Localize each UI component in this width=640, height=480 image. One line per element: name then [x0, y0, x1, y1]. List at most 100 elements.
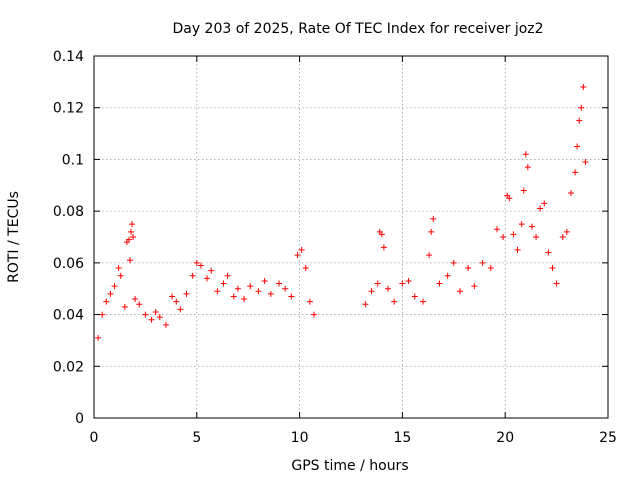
data-point: [520, 187, 527, 194]
data-point: [173, 298, 180, 305]
data-point: [368, 288, 375, 295]
data-point: [117, 272, 124, 279]
data-point: [500, 234, 507, 240]
y-tick-label: 0.1: [62, 152, 84, 168]
data-point: [537, 205, 544, 212]
y-tick-label: 0.02: [53, 359, 84, 375]
x-tick-labels: 0 5 10 15 20 25: [90, 430, 617, 446]
y-axis-label: ROTI / TECUs: [6, 191, 22, 283]
chart-title: Day 203 of 2025, Rate Of TEC Index for r…: [172, 21, 543, 37]
data-point: [430, 215, 437, 222]
data-point: [493, 226, 500, 233]
axis-ticks: [93, 55, 609, 419]
data-point: [247, 283, 254, 290]
data-point: [152, 308, 159, 315]
data-point: [567, 190, 574, 197]
data-point: [162, 321, 169, 328]
data-point: [208, 267, 215, 274]
data-point: [426, 252, 433, 259]
x-tick-label: 20: [496, 430, 514, 446]
data-point: [183, 290, 190, 297]
plot-area: [93, 55, 609, 419]
data-point: [465, 265, 472, 272]
data-point: [214, 288, 221, 295]
data-point: [528, 223, 535, 230]
data-point: [522, 151, 529, 158]
data-point: [428, 228, 435, 235]
data-point: [385, 285, 392, 292]
x-tick-label: 10: [291, 430, 309, 446]
data-point: [533, 234, 540, 240]
data-point: [456, 288, 463, 295]
data-point: [95, 334, 102, 341]
data-point: [177, 306, 184, 313]
data-point: [405, 277, 412, 284]
grid-lines: [94, 56, 608, 418]
data-point: [514, 246, 521, 253]
data-point: [125, 236, 132, 243]
data-point: [310, 311, 317, 318]
data-point: [444, 272, 451, 279]
data-point: [380, 244, 387, 251]
y-tick-label: 0.08: [53, 204, 84, 220]
data-point: [541, 200, 548, 207]
data-point: [241, 296, 248, 303]
data-point: [267, 290, 274, 297]
data-point: [518, 221, 525, 228]
data-point: [115, 265, 122, 272]
data-point: [294, 252, 301, 259]
data-point: [450, 259, 457, 266]
data-point: [362, 301, 369, 308]
data-point: [524, 164, 531, 171]
data-point: [391, 298, 398, 305]
y-tick-label: 0.06: [53, 256, 84, 272]
data-point: [572, 169, 579, 176]
x-tick-label: 15: [393, 430, 411, 446]
data-point: [129, 221, 136, 228]
data-point: [121, 303, 128, 310]
data-point: [111, 283, 118, 290]
data-point: [479, 259, 486, 266]
data-point: [471, 283, 478, 290]
y-tick-label: 0.14: [53, 49, 84, 65]
data-point: [136, 301, 143, 308]
data-point: [103, 298, 110, 305]
data-point: [306, 298, 313, 305]
data-point: [128, 228, 135, 235]
data-point: [282, 285, 289, 292]
data-point: [563, 228, 570, 235]
data-point: [506, 195, 513, 202]
data-point: [559, 234, 566, 240]
data-point: [130, 234, 137, 240]
data-point: [230, 293, 237, 300]
data-point: [419, 298, 426, 305]
data-point: [510, 231, 517, 238]
data-point: [553, 280, 560, 287]
data-point: [578, 104, 585, 111]
y-tick-label: 0.12: [53, 101, 84, 117]
x-tick-label: 5: [192, 430, 201, 446]
data-point: [234, 285, 241, 292]
data-point: [399, 280, 406, 287]
data-point: [288, 293, 295, 300]
data-point: [487, 265, 494, 272]
data-point: [193, 259, 200, 266]
data-point: [436, 280, 443, 287]
data-point: [374, 280, 381, 287]
data-point: [220, 280, 227, 287]
data-point: [261, 277, 268, 284]
data-point: [132, 296, 139, 303]
data-point: [142, 311, 149, 318]
data-point: [276, 280, 283, 287]
y-tick-label: 0: [75, 411, 84, 427]
data-point: [169, 293, 176, 300]
data-point: [255, 288, 262, 295]
x-axis-label: GPS time / hours: [291, 458, 408, 474]
data-point: [545, 249, 552, 256]
x-tick-label: 0: [90, 430, 99, 446]
data-points: [95, 84, 589, 341]
data-point: [580, 84, 587, 91]
data-point: [197, 262, 204, 269]
data-point: [189, 272, 196, 279]
